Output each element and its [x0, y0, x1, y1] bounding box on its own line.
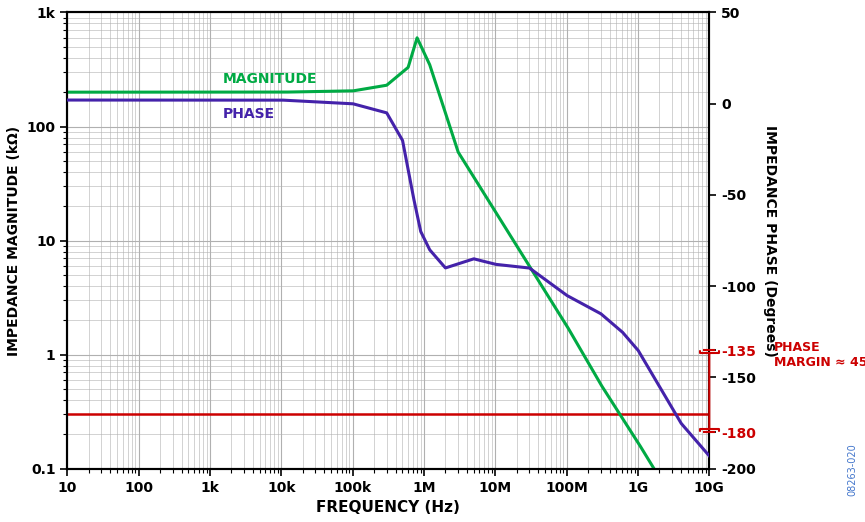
Y-axis label: IMPEDANCE MAGNITUDE (kΩ): IMPEDANCE MAGNITUDE (kΩ): [7, 125, 21, 355]
Text: PHASE
MARGIN ≈ 45°: PHASE MARGIN ≈ 45°: [774, 341, 865, 369]
Text: 08263-020: 08263-020: [847, 443, 857, 496]
Text: PHASE: PHASE: [222, 106, 275, 121]
Text: MAGNITUDE: MAGNITUDE: [222, 72, 317, 86]
Y-axis label: IMPEDANCE PHASE (Degrees): IMPEDANCE PHASE (Degrees): [763, 125, 777, 357]
X-axis label: FREQUENCY (Hz): FREQUENCY (Hz): [317, 500, 460, 515]
